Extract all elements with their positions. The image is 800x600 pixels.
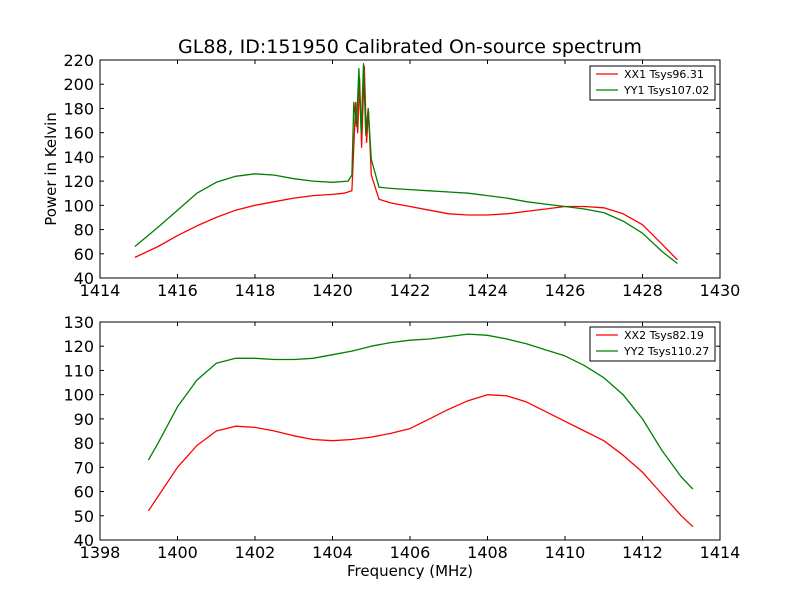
y-tick-label: 100 [63, 196, 94, 215]
top-panel: 1414 1416 1418 1420 1422 1424 1426 1428 1430 40 6… [42, 51, 740, 300]
bottom-x-ticks: 1398 1400 1402 1404 1406 1408 1410 1412 1414 [80, 322, 741, 562]
series-line-xx2 [147, 394, 694, 528]
x-tick-label: 1408 [467, 543, 508, 562]
x-tick-label: 1430 [700, 281, 741, 300]
top-y-axis-label: Power in Kelvin [42, 112, 60, 226]
x-tick-label: 1412 [622, 543, 663, 562]
top-legend-label-yy1: YY1 Tsys107.02 [623, 84, 709, 97]
y-tick-label: 60 [74, 483, 94, 502]
x-tick-label: 1422 [390, 281, 431, 300]
chart-title: GL88, ID:151950 Calibrated On-source spe… [178, 36, 642, 58]
y-tick-label: 80 [74, 221, 94, 240]
top-legend-label-xx1: XX1 Tsys96.31 [624, 68, 704, 81]
x-tick-label: 1428 [622, 281, 663, 300]
x-tick-label: 1398 [80, 543, 121, 562]
y-tick-label: 90 [74, 410, 94, 429]
y-tick-label: 40 [74, 269, 94, 288]
y-tick-label: 40 [74, 531, 94, 550]
y-tick-label: 60 [74, 245, 94, 264]
bottom-legend-box [589, 326, 716, 362]
y-tick-label: 160 [63, 124, 94, 143]
y-tick-label: 100 [63, 386, 94, 405]
x-tick-label: 1416 [157, 281, 198, 300]
top-series-lines [134, 62, 678, 265]
bottom-y-ticks: 40 50 60 70 80 90 100 110 120 130 [63, 313, 720, 550]
y-tick-label: 120 [63, 172, 94, 191]
x-tick-label: 1410 [545, 543, 586, 562]
bottom-x-axis-label: Frequency (MHz) [347, 562, 473, 580]
top-x-ticks: 1414 1416 1418 1420 1422 1424 1426 1428 1430 [80, 60, 741, 300]
y-tick-label: 110 [63, 361, 94, 380]
bottom-series-lines [147, 333, 694, 528]
y-tick-label: 200 [63, 75, 94, 94]
y-tick-label: 70 [74, 458, 94, 477]
y-tick-label: 80 [74, 434, 94, 453]
x-tick-label: 1400 [157, 543, 198, 562]
x-tick-label: 1420 [312, 281, 353, 300]
bottom-legend: XX2 Tsys82.19 YY2 Tsys110.27 [589, 326, 716, 362]
bottom-panel: 1398 1400 1402 1404 1406 1408 1410 1412 1414 40 5… [63, 313, 740, 580]
x-tick-label: 1418 [235, 281, 276, 300]
y-tick-label: 130 [63, 313, 94, 332]
bottom-legend-label-xx2: XX2 Tsys82.19 [624, 329, 704, 342]
x-tick-label: 1404 [312, 543, 353, 562]
x-tick-label: 1426 [545, 281, 586, 300]
x-tick-label: 1402 [235, 543, 276, 562]
y-tick-label: 180 [63, 99, 94, 118]
y-tick-label: 120 [63, 337, 94, 356]
top-legend: XX1 Tsys96.31 YY1 Tsys107.02 [589, 65, 716, 101]
series-line-yy1 [134, 62, 678, 265]
bottom-legend-label-yy2: YY2 Tsys110.27 [623, 345, 709, 358]
y-tick-label: 220 [63, 51, 94, 70]
y-tick-label: 140 [63, 148, 94, 167]
y-tick-label: 50 [74, 507, 94, 526]
x-tick-label: 1424 [467, 281, 508, 300]
x-tick-label: 1414 [700, 543, 741, 562]
series-line-yy2 [147, 333, 694, 490]
x-tick-label: 1414 [80, 281, 121, 300]
series-line-xx1 [134, 65, 678, 261]
x-tick-label: 1406 [390, 543, 431, 562]
top-legend-box [589, 65, 716, 101]
top-y-ticks: 40 60 80 100 120 140 160 180 200 220 [63, 51, 720, 288]
